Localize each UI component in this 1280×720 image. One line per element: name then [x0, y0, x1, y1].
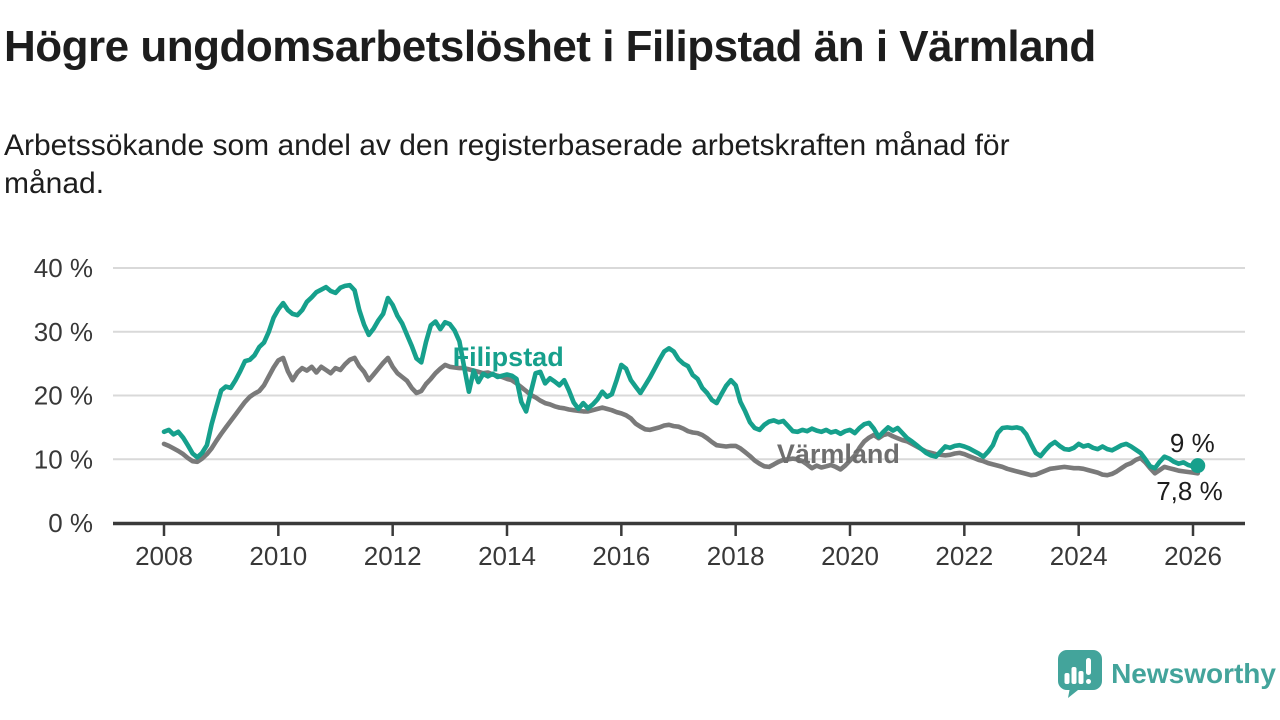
- chart-subtitle-line-2: månad.: [4, 167, 105, 200]
- x-tick-label: 2016: [592, 541, 650, 571]
- series-line-värmland: [161, 355, 1201, 478]
- y-tick-label: 0 %: [48, 508, 93, 538]
- x-tick-label: 2026: [1164, 541, 1222, 571]
- x-tick-label: 2010: [249, 541, 307, 571]
- x-tick-label: 2022: [935, 541, 993, 571]
- x-tick-label: 2020: [821, 541, 879, 571]
- y-tick-label: 10 %: [34, 444, 93, 474]
- newsworthy-logo: Newsworthy: [1058, 650, 1276, 698]
- newsworthy-bubble-icon: [1058, 650, 1103, 698]
- chart-title: Högre ungdomsarbetslöshet i Filipstad än…: [4, 22, 1096, 71]
- y-tick-label: 40 %: [34, 253, 93, 283]
- series-line-filipstad: [161, 282, 1201, 471]
- logo-bar-3: [1078, 671, 1084, 684]
- newsworthy-logo-text: Newsworthy: [1111, 658, 1276, 689]
- series-label-filipstad: Filipstad: [453, 342, 564, 372]
- chart-subtitle-line-1: Arbetssökande som andel av den registerb…: [4, 129, 1010, 162]
- x-tick-label: 2018: [707, 541, 765, 571]
- x-tick-label: 2012: [364, 541, 422, 571]
- series-label-värmland: Värmland: [777, 439, 900, 469]
- logo-bar-1: [1064, 673, 1070, 684]
- logo-exclamation-dot: [1086, 679, 1092, 684]
- chart-subtitle: Arbetssökande som andel av den registerb…: [4, 127, 1010, 203]
- y-tick-label: 20 %: [34, 381, 93, 411]
- end-value-label-1: 7,8 %: [1156, 476, 1223, 506]
- series-end-dot-filipstad: [1190, 458, 1206, 474]
- y-tick-label: 30 %: [34, 317, 93, 347]
- x-tick-label: 2008: [135, 541, 193, 571]
- x-tick-label: 2014: [478, 541, 536, 571]
- logo-bar-2: [1071, 667, 1077, 684]
- end-value-label-0: 9 %: [1170, 428, 1215, 458]
- x-tick-label: 2024: [1050, 541, 1108, 571]
- logo-exclamation-line: [1086, 658, 1092, 675]
